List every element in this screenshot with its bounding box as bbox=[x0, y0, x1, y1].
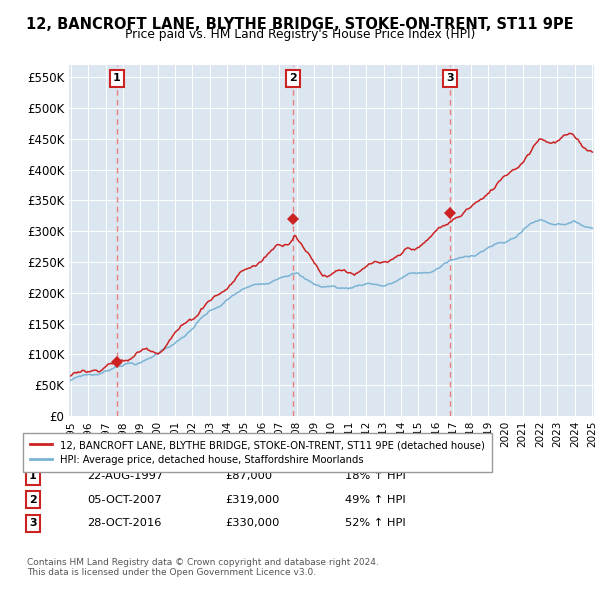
Text: 52% ↑ HPI: 52% ↑ HPI bbox=[345, 519, 406, 528]
Text: 28-OCT-2016: 28-OCT-2016 bbox=[87, 519, 161, 528]
Text: 18% ↑ HPI: 18% ↑ HPI bbox=[345, 471, 406, 481]
Text: 22-AUG-1997: 22-AUG-1997 bbox=[87, 471, 163, 481]
Text: 3: 3 bbox=[446, 73, 454, 83]
Text: 2: 2 bbox=[289, 73, 296, 83]
Legend: 12, BANCROFT LANE, BLYTHE BRIDGE, STOKE-ON-TRENT, ST11 9PE (detached house), HPI: 12, BANCROFT LANE, BLYTHE BRIDGE, STOKE-… bbox=[23, 432, 492, 472]
Text: 1: 1 bbox=[113, 73, 121, 83]
Text: Contains HM Land Registry data © Crown copyright and database right 2024.
This d: Contains HM Land Registry data © Crown c… bbox=[27, 558, 379, 577]
Text: 1: 1 bbox=[29, 471, 37, 481]
Text: 05-OCT-2007: 05-OCT-2007 bbox=[87, 495, 161, 504]
Text: 2: 2 bbox=[29, 495, 37, 504]
Text: 49% ↑ HPI: 49% ↑ HPI bbox=[345, 495, 406, 504]
Text: 12, BANCROFT LANE, BLYTHE BRIDGE, STOKE-ON-TRENT, ST11 9PE: 12, BANCROFT LANE, BLYTHE BRIDGE, STOKE-… bbox=[26, 17, 574, 31]
Text: £319,000: £319,000 bbox=[225, 495, 280, 504]
Text: 3: 3 bbox=[29, 519, 37, 528]
Text: Price paid vs. HM Land Registry's House Price Index (HPI): Price paid vs. HM Land Registry's House … bbox=[125, 28, 475, 41]
Text: £330,000: £330,000 bbox=[225, 519, 280, 528]
Text: £87,000: £87,000 bbox=[225, 471, 272, 481]
